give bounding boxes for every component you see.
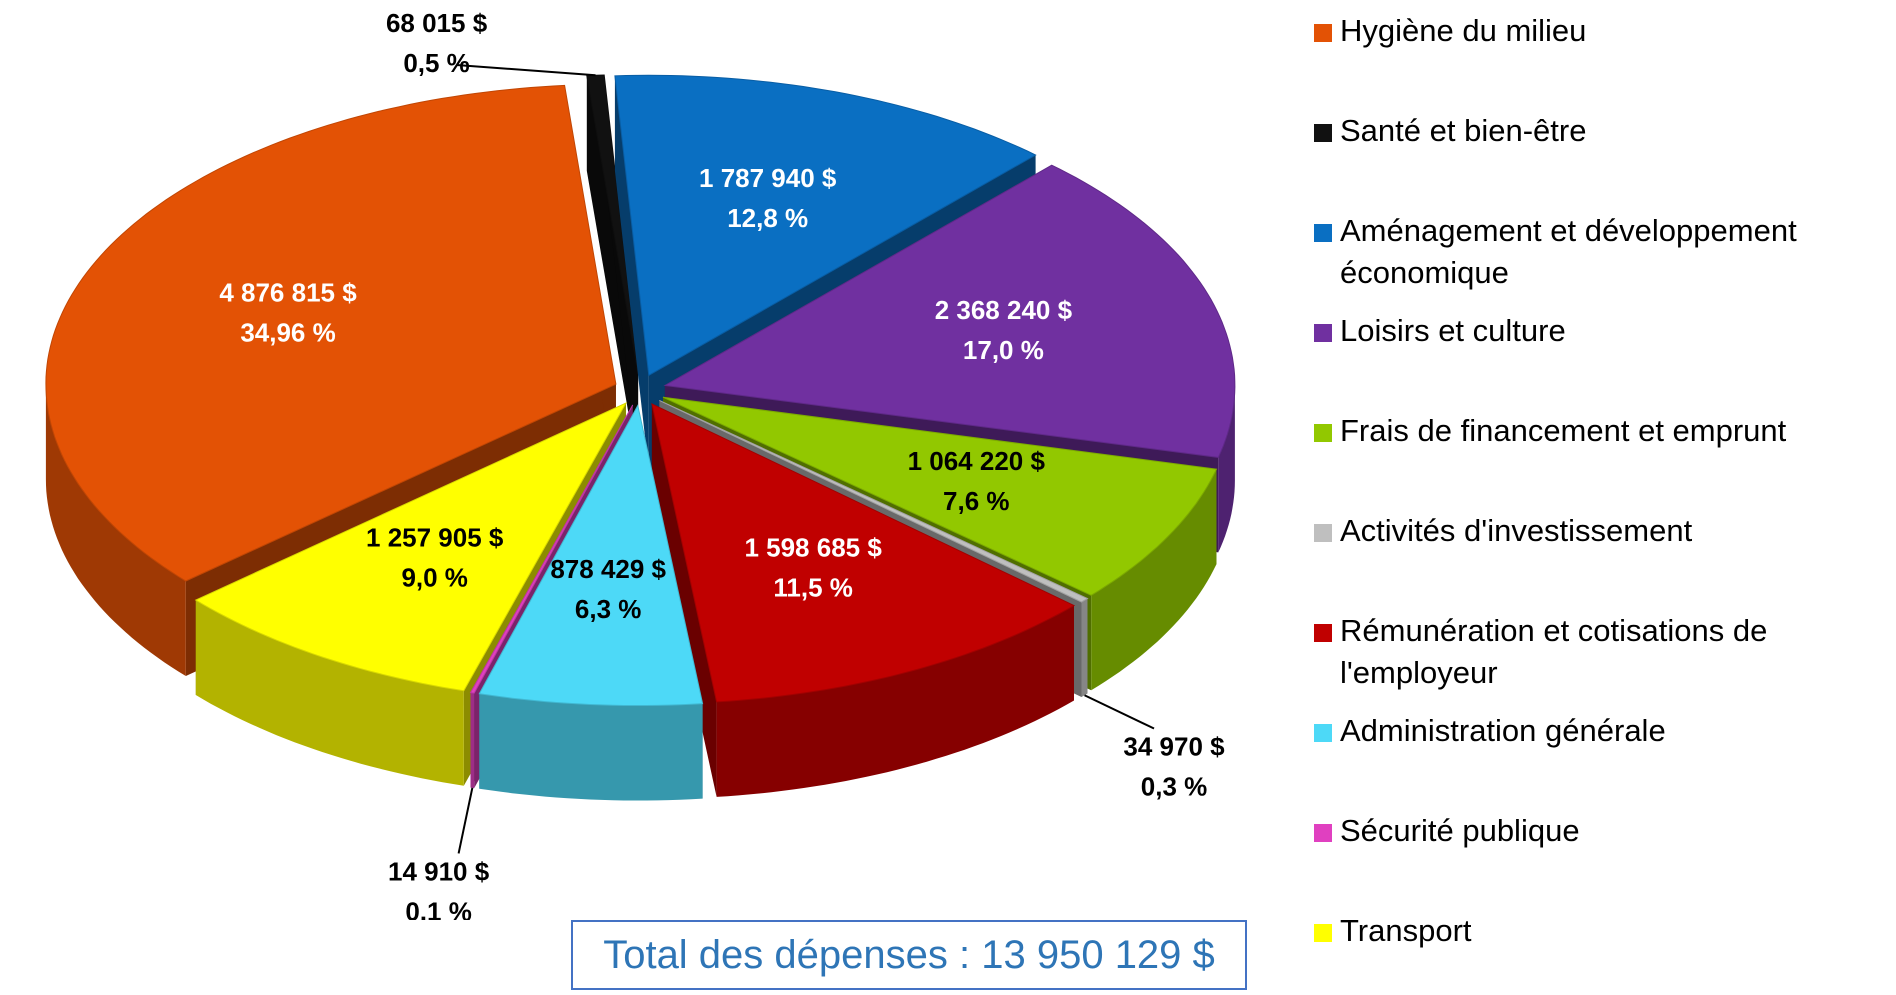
leader-line [456, 64, 596, 77]
slice-side [614, 75, 649, 471]
percent-label: 0,3 % [1141, 771, 1208, 801]
legend-swatch [1314, 524, 1332, 542]
slice-top [659, 399, 1089, 603]
value-label: 1 064 220 $ [908, 446, 1046, 476]
legend-label: Santé et bien-être [1340, 113, 1587, 148]
slice-wall [45, 384, 186, 676]
legend: Hygiène du milieu Santé et bien-être Aména… [1310, 10, 1890, 995]
legend-label: Hygiène du milieu [1340, 13, 1587, 48]
legend-item: Rémunération et cotisations de l'employe… [1310, 610, 1890, 710]
legend-item: Frais de financement et emprunt [1310, 410, 1890, 510]
legend-item: Santé et bien-être [1310, 110, 1890, 210]
legend-item: Administration générale [1310, 710, 1890, 810]
percent-label: 0,1 % [405, 896, 472, 920]
percent-label: 6,3 % [575, 594, 642, 624]
value-label: 4 876 815 $ [219, 278, 357, 308]
percent-label: 9,0 % [401, 562, 468, 592]
legend-label: Transport [1340, 913, 1472, 948]
legend-swatch [1314, 224, 1332, 242]
slice [651, 403, 1076, 797]
legend-swatch [1314, 424, 1332, 442]
total-label: Total des dépenses : 13 950 129 $ [571, 920, 1247, 990]
percent-label: 17,0 % [963, 335, 1044, 365]
slice [478, 404, 704, 801]
legend-label: Aménagement et développement économique [1340, 213, 1797, 290]
slice-top [663, 164, 1236, 458]
legend-item: Hygiène du milieu [1310, 10, 1890, 110]
value-label: 14 910 $ [388, 856, 490, 886]
legend-swatch [1314, 824, 1332, 842]
slice-wall [195, 600, 464, 786]
percent-label: 0,5 % [403, 48, 470, 78]
leader-line [1084, 694, 1155, 730]
legend-swatch [1314, 124, 1332, 142]
slice-wall [470, 692, 475, 789]
slice-top [469, 404, 634, 694]
percent-label: 11,5 % [773, 572, 853, 602]
slice-top [651, 403, 1076, 703]
legend-swatch [1314, 624, 1332, 642]
legend-item: Activités d'investissement [1310, 510, 1890, 610]
slice [586, 74, 639, 470]
value-label: 1 787 940 $ [699, 163, 837, 193]
slice-top [662, 396, 1218, 596]
legend-swatch [1314, 924, 1332, 942]
slice-wall [716, 605, 1074, 797]
slice-wall [1218, 385, 1235, 553]
value-label: 1 257 905 $ [366, 522, 504, 552]
legend-item: Aménagement et développement économique [1310, 210, 1890, 310]
legend-item: Sécurité publique [1310, 810, 1890, 910]
slice-top [194, 402, 628, 692]
value-label: 34 970 $ [1123, 731, 1225, 761]
percent-label: 7,6 % [943, 486, 1010, 516]
legend-label: Administration générale [1340, 713, 1666, 748]
legend-label: Activités d'investissement [1340, 513, 1693, 548]
pie-area: 4 876 815 $ 34,96 % 68 015 $ 0,5 % 1 787 940… [45, 8, 1236, 926]
legend-label: Loisirs et culture [1340, 313, 1566, 348]
percent-label: 12,8 % [727, 203, 808, 233]
legend-swatch [1314, 324, 1332, 342]
legend-label: Sécurité publique [1340, 813, 1580, 848]
slice-side [586, 75, 639, 470]
legend-item: Transport [1310, 910, 1890, 995]
slice-top [478, 404, 704, 706]
slice-wall [479, 693, 703, 801]
legend-label: Rémunération et cotisations de l'employe… [1340, 613, 1768, 690]
leader-line [457, 787, 474, 854]
slice-top [614, 74, 1037, 377]
slice-wall [1081, 598, 1088, 697]
legend-label: Frais de financement et emprunt [1340, 413, 1787, 448]
value-label: 2 368 240 $ [935, 295, 1073, 325]
value-label: 1 598 685 $ [744, 532, 882, 562]
value-label: 878 429 $ [550, 554, 666, 584]
value-label: 68 015 $ [386, 8, 488, 38]
percent-label: 34,96 % [240, 318, 335, 348]
legend-swatch [1314, 24, 1332, 42]
legend-item: Loisirs et culture [1310, 310, 1890, 410]
slice-top [45, 84, 617, 582]
slice-wall [1091, 469, 1217, 691]
legend-swatch [1314, 724, 1332, 742]
